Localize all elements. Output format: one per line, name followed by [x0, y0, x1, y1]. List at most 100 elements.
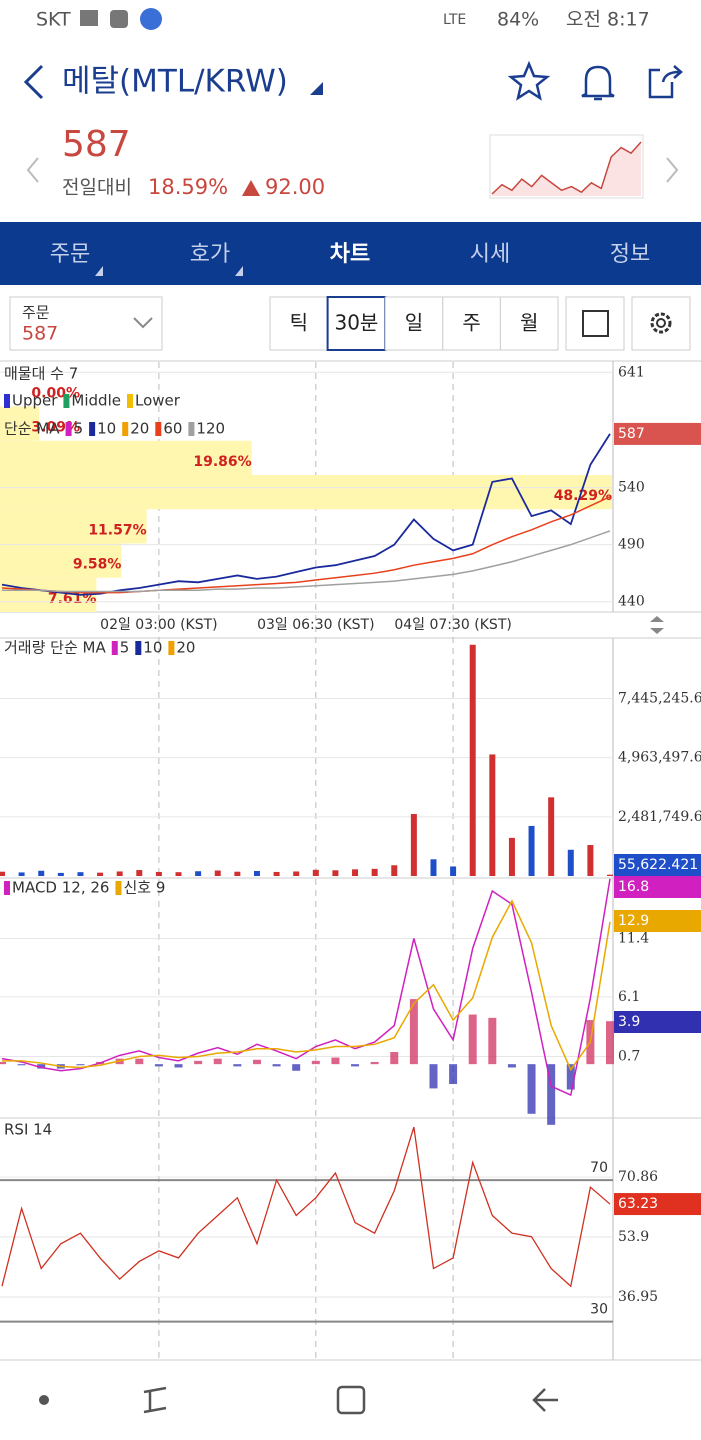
- legend-label: 120: [196, 420, 225, 438]
- legend-swatch: [65, 422, 72, 436]
- volume-bar: [548, 797, 555, 876]
- histogram-bar: [37, 1064, 46, 1069]
- volume-bar: [410, 814, 417, 876]
- prev-button[interactable]: [26, 157, 39, 183]
- series-line: [1, 496, 611, 594]
- network: LTE: [443, 12, 466, 28]
- legend-label: 20: [176, 639, 195, 657]
- current-value: 16.8: [618, 879, 649, 895]
- legend-swatch: [4, 394, 10, 408]
- settings-button[interactable]: [631, 296, 691, 351]
- legend-label: 5: [74, 420, 84, 438]
- title-dropdown[interactable]: [310, 82, 323, 95]
- current-value: 63.23: [618, 1196, 658, 1212]
- histogram-bar: [272, 1064, 281, 1067]
- volume-bar: [607, 874, 613, 876]
- legend-label: 10: [143, 639, 162, 657]
- period-button[interactable]: [499, 296, 559, 351]
- status-icon: [140, 8, 162, 30]
- tab-indicator: [235, 266, 243, 276]
- share-button[interactable]: [648, 65, 683, 99]
- histogram-bar: [233, 1064, 242, 1067]
- back-button[interactable]: [23, 64, 44, 100]
- y-tick-label: 11.4: [618, 930, 649, 946]
- tab-bar: [0, 222, 701, 285]
- x-tick-label: 03일 06:30 (KST): [257, 617, 374, 633]
- legend-label: 10: [97, 420, 116, 438]
- alert-button[interactable]: [581, 65, 615, 101]
- nav-dot[interactable]: [39, 1395, 49, 1405]
- volume-bar: [155, 871, 162, 876]
- histogram-bar: [547, 1064, 556, 1125]
- histogram-bar: [135, 1058, 144, 1065]
- legend-label: Middle: [71, 392, 121, 410]
- order-box[interactable]: [9, 296, 163, 351]
- legend-swatch: [111, 641, 118, 655]
- period-button[interactable]: [384, 296, 444, 351]
- tab[interactable]: 시세: [470, 242, 510, 267]
- y-tick-label: 36.95: [618, 1289, 658, 1305]
- volume-bar: [253, 870, 260, 876]
- period-button[interactable]: [326, 296, 387, 351]
- y-tick-label: 70.86: [618, 1169, 658, 1185]
- histogram-bar: [351, 1064, 360, 1067]
- volume-bar: [273, 871, 280, 876]
- settings-icon: [650, 312, 672, 334]
- histogram-bar: [311, 1060, 320, 1065]
- tab[interactable]: 정보: [610, 242, 650, 267]
- legend-swatch: [168, 641, 175, 655]
- legend-title: 거래량 단순 MA: [4, 639, 106, 657]
- volume-profile-bar: [0, 440, 252, 476]
- legend-label: 60: [163, 420, 182, 438]
- histogram-bar: [17, 1064, 26, 1066]
- legend-label: 신호 9: [123, 879, 165, 897]
- histogram-bar: [527, 1064, 536, 1114]
- histogram-bar: [194, 1060, 203, 1065]
- legend-swatch: [115, 881, 122, 895]
- histogram-bar: [252, 1059, 261, 1065]
- current-value-box: [614, 910, 701, 932]
- legend-label: MACD 12, 26: [12, 879, 109, 897]
- volume-bar: [587, 845, 594, 876]
- volume-bar: [116, 871, 123, 876]
- histogram-bar: [390, 1052, 399, 1065]
- tab[interactable]: 주문: [50, 242, 90, 267]
- change-percent: 18.59%: [148, 175, 228, 199]
- title: 메탈(MTL/KRW): [62, 64, 288, 100]
- recent-button[interactable]: [143, 1386, 167, 1414]
- tab[interactable]: 호가: [190, 242, 230, 267]
- y-tick-label: 540: [618, 480, 645, 496]
- legend-title: 단순 MA: [4, 420, 60, 438]
- tab[interactable]: 차트: [330, 242, 370, 267]
- histogram-bar: [449, 1064, 458, 1085]
- volume-bar: [97, 872, 104, 876]
- volume-bar: [489, 754, 496, 876]
- home-button[interactable]: [336, 1385, 366, 1415]
- volume-profile-bar: [0, 475, 612, 510]
- x-axis-band: [0, 612, 701, 638]
- next-button[interactable]: [666, 157, 679, 183]
- y-tick-label: 490: [618, 537, 645, 553]
- legend-swatch: [126, 394, 133, 408]
- period-button[interactable]: [269, 296, 329, 351]
- panel-title: 매물대 수 7: [4, 365, 78, 383]
- histogram-bar: [409, 999, 418, 1065]
- period-button[interactable]: [442, 296, 501, 351]
- resize-handle[interactable]: [650, 616, 664, 634]
- histogram-bar: [174, 1064, 183, 1068]
- favorite-button[interactable]: [507, 60, 551, 101]
- series-line: [2, 899, 611, 1072]
- y-tick-label: 53.9: [618, 1229, 649, 1245]
- change-label: 전일대비: [62, 177, 132, 199]
- volume-bar: [57, 872, 64, 876]
- volume-bar: [293, 871, 300, 876]
- tab-indicator: [95, 266, 103, 276]
- back-nav-button[interactable]: [532, 1388, 558, 1412]
- y-tick-label: 2,481,749.649: [618, 809, 701, 825]
- layout-button[interactable]: [565, 296, 625, 351]
- histogram-bar: [370, 1061, 379, 1065]
- histogram-bar: [566, 1064, 575, 1090]
- volume-profile-bar: [0, 543, 122, 578]
- volume-bar: [77, 872, 84, 876]
